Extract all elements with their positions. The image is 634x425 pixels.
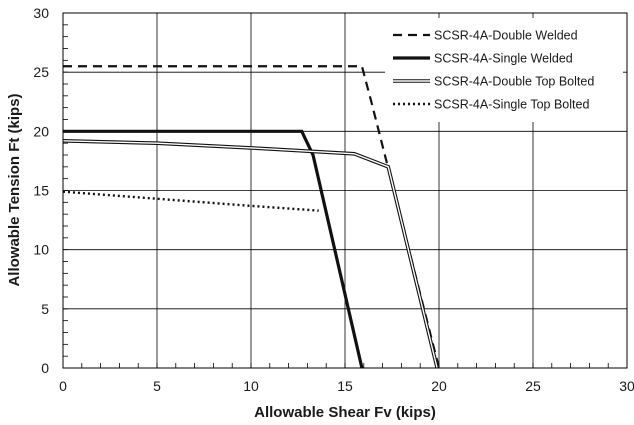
x-tick-label: 0 [59,378,67,394]
plot-frame [62,12,628,369]
legend-label-scsr-4a-single-top-bolted: SCSR-4A-Single Top Bolted [434,98,589,112]
y-tick-label: 15 [33,183,49,199]
legend: SCSR-4A-Double Welded SCSR-4A-Single Weld… [385,18,623,122]
y-tick-label: 30 [33,5,49,21]
x-tick-label: 10 [243,378,259,394]
y-tick-label: 25 [33,64,49,80]
series-line-scsr-4a-double-top-bolted [62,139,439,369]
y-tick-label: 5 [41,301,49,317]
series-line-scsr-4a-single-welded [63,129,364,369]
x-axis-title: Allowable Shear Fv (kips) [254,404,436,421]
y-axis-title: Allowable Tension Ft (kips) [6,93,23,286]
x-tick-label: 5 [153,378,161,394]
series-line-scsr-4a-single-top-bolted [62,190,319,212]
y-tick-label: 0 [41,360,49,376]
x-tick-label: 25 [525,378,541,394]
legend-label-scsr-4a-single-welded: SCSR-4A-Single Welded [434,52,573,66]
y-tick-label: 20 [33,123,49,139]
series-layer [62,65,441,369]
x-tick-labels: 0 5 10 15 20 25 30 [59,378,634,394]
legend-label-scsr-4a-double-top-bolted: SCSR-4A-Double Top Bolted [434,75,594,89]
y-tick-labels: 0 5 10 15 20 25 30 [33,5,49,376]
series-line-scsr-4a-double-top-bolted-inner [62,140,438,369]
legend-label-scsr-4a-double-welded: SCSR-4A-Double Welded [434,29,578,43]
y-tick-label: 10 [33,242,49,258]
x-tick-label: 20 [431,378,447,394]
x-tick-label: 30 [619,378,634,394]
x-tick-label: 15 [337,378,353,394]
